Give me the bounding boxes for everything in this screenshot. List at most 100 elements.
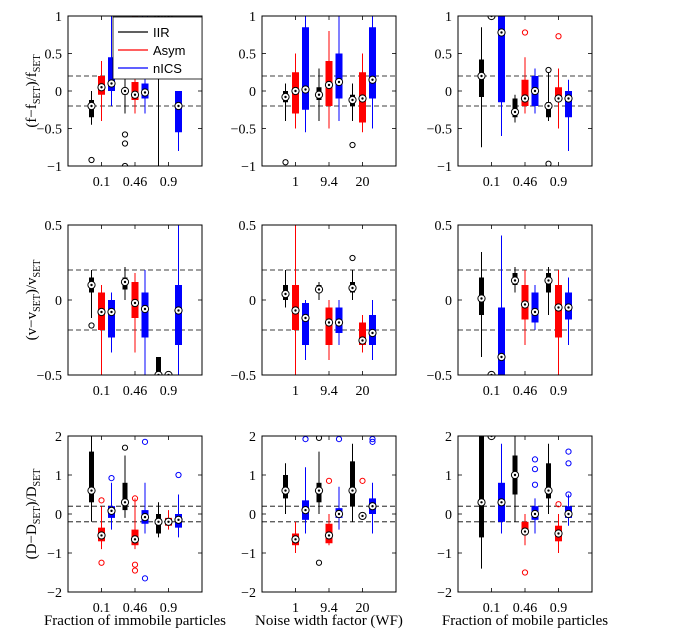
median-dot	[361, 514, 364, 518]
median-dot	[284, 95, 287, 99]
outlier	[545, 160, 552, 166]
box-nics-0.1	[107, 292, 116, 353]
y-axis-label-part: (D−D	[24, 524, 40, 559]
median-dot	[304, 508, 307, 512]
outlier	[315, 559, 323, 566]
outlier	[141, 438, 149, 445]
y-tick-label: 0	[445, 85, 452, 100]
box-body	[565, 91, 572, 118]
box-nics-1	[301, 436, 310, 534]
box-iir-9.4	[314, 436, 324, 566]
box-iir-0.46	[120, 444, 130, 518]
y-tick-label: 1	[445, 469, 452, 484]
median-dot	[500, 31, 503, 34]
box-iir-0.1	[87, 270, 96, 329]
panel-frame	[67, 435, 203, 593]
y-tick-label: −2	[437, 586, 452, 601]
median-marker	[487, 16, 496, 21]
panel-plot-area	[262, 225, 396, 375]
panel-r1c0: −0.5 0 0.5 0.1 0.46 0.9	[37, 219, 203, 399]
outlier	[325, 477, 333, 484]
median-dot	[337, 321, 341, 324]
box-body	[122, 482, 128, 511]
box-body	[531, 292, 539, 323]
panel-r2c2: −2 −1 0 1 2 0.1 0.46 0.9	[437, 430, 593, 616]
x-tick-label: 0.46	[123, 601, 148, 616]
y-tick-label: 1	[55, 10, 62, 25]
box-body	[498, 16, 505, 103]
box-asym-9.4	[324, 31, 334, 129]
box-asym-0.1	[97, 285, 106, 375]
outlier	[131, 567, 139, 574]
outlier	[98, 497, 105, 504]
median-dot	[351, 286, 354, 290]
median-dot	[327, 83, 331, 87]
outlier	[565, 448, 572, 455]
box-body	[108, 57, 115, 91]
box-iir-0.1	[477, 436, 486, 569]
outlier	[531, 456, 539, 463]
outlier	[369, 436, 376, 443]
box-asym-20	[358, 477, 367, 521]
y-axis-label-part: )/v	[24, 277, 40, 294]
median-dot	[304, 88, 307, 91]
x-tick-label: 9.4	[320, 601, 338, 616]
y-axis-label-part: )/f	[24, 72, 40, 86]
panel-plot-area	[68, 436, 202, 582]
outlier	[121, 140, 129, 147]
x-tick-label: 0.46	[513, 601, 538, 616]
outlier	[315, 436, 323, 442]
panel-r1c2: −0.5 0 0.5 0.1 0.46 0.9	[427, 219, 593, 399]
y-tick-label: −0.5	[37, 369, 62, 384]
panel-r0c2: −1 −0.5 0 0.5 1 0.1 0.46 0.9	[427, 10, 593, 190]
y-tick-label: 1	[55, 469, 62, 484]
box-body	[546, 463, 551, 499]
median-dot	[351, 489, 354, 492]
panel-frame	[261, 15, 397, 167]
y-tick-label: −1	[47, 547, 62, 562]
median-dot	[100, 86, 103, 89]
outlier	[141, 575, 149, 582]
box-body	[302, 303, 309, 345]
y-tick-label: −2	[241, 586, 256, 601]
y-tick-label: −1	[47, 160, 62, 175]
median-dot	[513, 279, 517, 282]
legend-label-nics: nICS	[153, 61, 182, 76]
y-tick-label: 0	[249, 294, 256, 309]
panel-frame	[457, 224, 593, 376]
y-tick-label: 0.5	[239, 48, 257, 63]
median-dot	[547, 279, 550, 282]
box-asym-20	[358, 315, 367, 353]
box-asym-0.46	[520, 29, 530, 114]
y-tick-label: 0	[445, 508, 452, 523]
median-dot	[177, 309, 180, 312]
box-iir-1	[281, 83, 290, 166]
panel-plot-area	[262, 16, 396, 166]
median-dot	[100, 310, 103, 314]
outlier	[565, 491, 572, 498]
panel-frame	[67, 15, 203, 167]
y-tick-label: −1	[241, 547, 256, 562]
panel-plot-area	[458, 235, 592, 375]
y-axis-label: (D−DSET)/DSET	[24, 469, 43, 560]
outlier	[88, 156, 95, 164]
x-axis-label: Noise width factor (WF)	[255, 613, 403, 629]
median-dot	[284, 489, 287, 492]
median-dot	[547, 104, 550, 108]
median-dot	[371, 505, 374, 508]
box-iir-1	[281, 463, 290, 514]
median-dot	[500, 355, 503, 359]
y-tick-label: 0.5	[45, 48, 63, 63]
x-tick-label: 0.9	[550, 384, 568, 399]
median-dot	[317, 93, 321, 96]
outlier	[531, 481, 539, 488]
box-nics-20	[368, 16, 377, 129]
box-asym-20	[358, 53, 367, 133]
median-dot	[557, 532, 560, 535]
y-tick-label: 1	[249, 469, 256, 484]
median-dot	[110, 310, 113, 314]
median-dot	[294, 309, 297, 312]
median-dot	[317, 288, 321, 291]
y-tick-label: 0	[55, 294, 62, 309]
y-axis-label-part: (v−v	[24, 311, 40, 340]
